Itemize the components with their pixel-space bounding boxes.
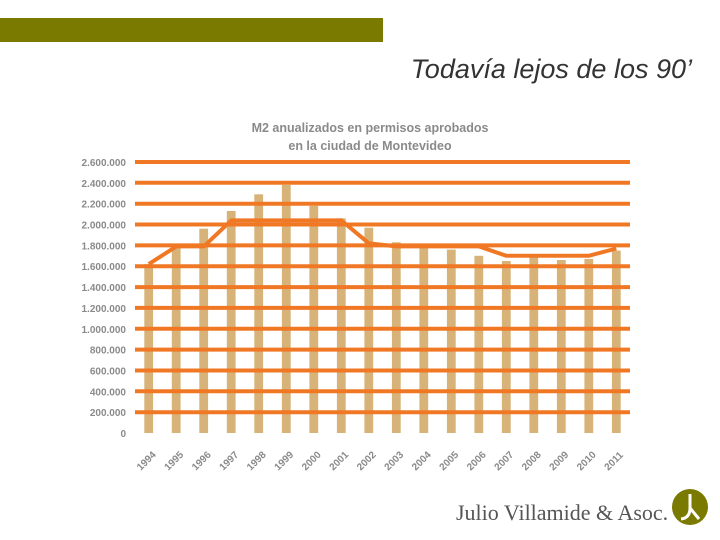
x-tick-label: 1994 xyxy=(135,449,159,473)
y-tick-label: 1.600.000 xyxy=(82,262,127,273)
x-tick-label: 2001 xyxy=(328,449,352,473)
y-tick-label: 2.600.000 xyxy=(82,158,127,169)
bar-1998 xyxy=(254,194,264,433)
x-tick-label: 1997 xyxy=(218,449,242,473)
x-tick-label: 2004 xyxy=(410,449,434,473)
bar-2003 xyxy=(391,242,401,433)
top-accent-bar xyxy=(0,18,383,42)
y-tick-label: 1.400.000 xyxy=(82,283,127,294)
x-tick-label: 1998 xyxy=(245,449,269,473)
bar-2006 xyxy=(474,255,484,433)
bar-1995 xyxy=(171,246,181,433)
x-tick-label: 2003 xyxy=(383,449,407,473)
bar-2010 xyxy=(584,258,594,433)
y-tick-label: 2.200.000 xyxy=(82,200,127,211)
y-tick-label: 1.800.000 xyxy=(82,241,127,252)
x-tick-label: 1995 xyxy=(163,449,187,473)
bar-2011 xyxy=(611,250,621,433)
y-tick-label: 0 xyxy=(120,429,126,440)
x-tick-label: 2002 xyxy=(355,449,379,473)
y-tick-label: 1.200.000 xyxy=(82,304,127,315)
slide-title: Todavía lejos de los 90’ xyxy=(410,54,692,84)
y-tick-label: 600.000 xyxy=(90,367,127,378)
x-tick-label: 2007 xyxy=(493,449,517,473)
y-tick-label: 1.000.000 xyxy=(82,325,127,336)
y-tick-label: 400.000 xyxy=(90,387,127,398)
x-tick-label: 2010 xyxy=(575,449,599,473)
bar-2001 xyxy=(336,218,346,433)
bar-2008 xyxy=(529,255,539,433)
x-tick-label: 2005 xyxy=(438,449,462,473)
x-tick-label: 2009 xyxy=(548,449,572,473)
bar-2007 xyxy=(501,261,511,433)
bar-1996 xyxy=(199,228,209,433)
y-tick-label: 800.000 xyxy=(90,346,127,357)
bar-2004 xyxy=(419,246,429,433)
bar-2009 xyxy=(556,260,566,433)
x-tick-label: 2008 xyxy=(520,449,544,473)
y-tick-label: 2.400.000 xyxy=(82,179,127,190)
chart-title: M2 anualizados en permisos aprobados en … xyxy=(200,119,540,155)
x-tick-label: 1999 xyxy=(273,449,297,473)
y-tick-label: 2.000.000 xyxy=(82,221,127,232)
bar-2005 xyxy=(446,249,456,433)
chart-title-line-2: en la ciudad de Montevideo xyxy=(288,139,452,153)
x-tick-label: 2011 xyxy=(603,450,626,473)
bar-2000 xyxy=(309,205,319,433)
bar-1997 xyxy=(226,211,236,433)
chart-title-line-1: M2 anualizados en permisos aprobados xyxy=(251,121,489,135)
x-tick-label: 1996 xyxy=(190,449,214,473)
x-tick-label: 2000 xyxy=(300,449,324,473)
trend-line xyxy=(147,218,617,266)
x-tick-label: 2006 xyxy=(465,449,489,473)
brand-name: Julio Villamide & Asoc. xyxy=(456,500,669,525)
y-tick-label: 200.000 xyxy=(90,408,127,419)
jv-monogram-icon xyxy=(672,489,708,525)
